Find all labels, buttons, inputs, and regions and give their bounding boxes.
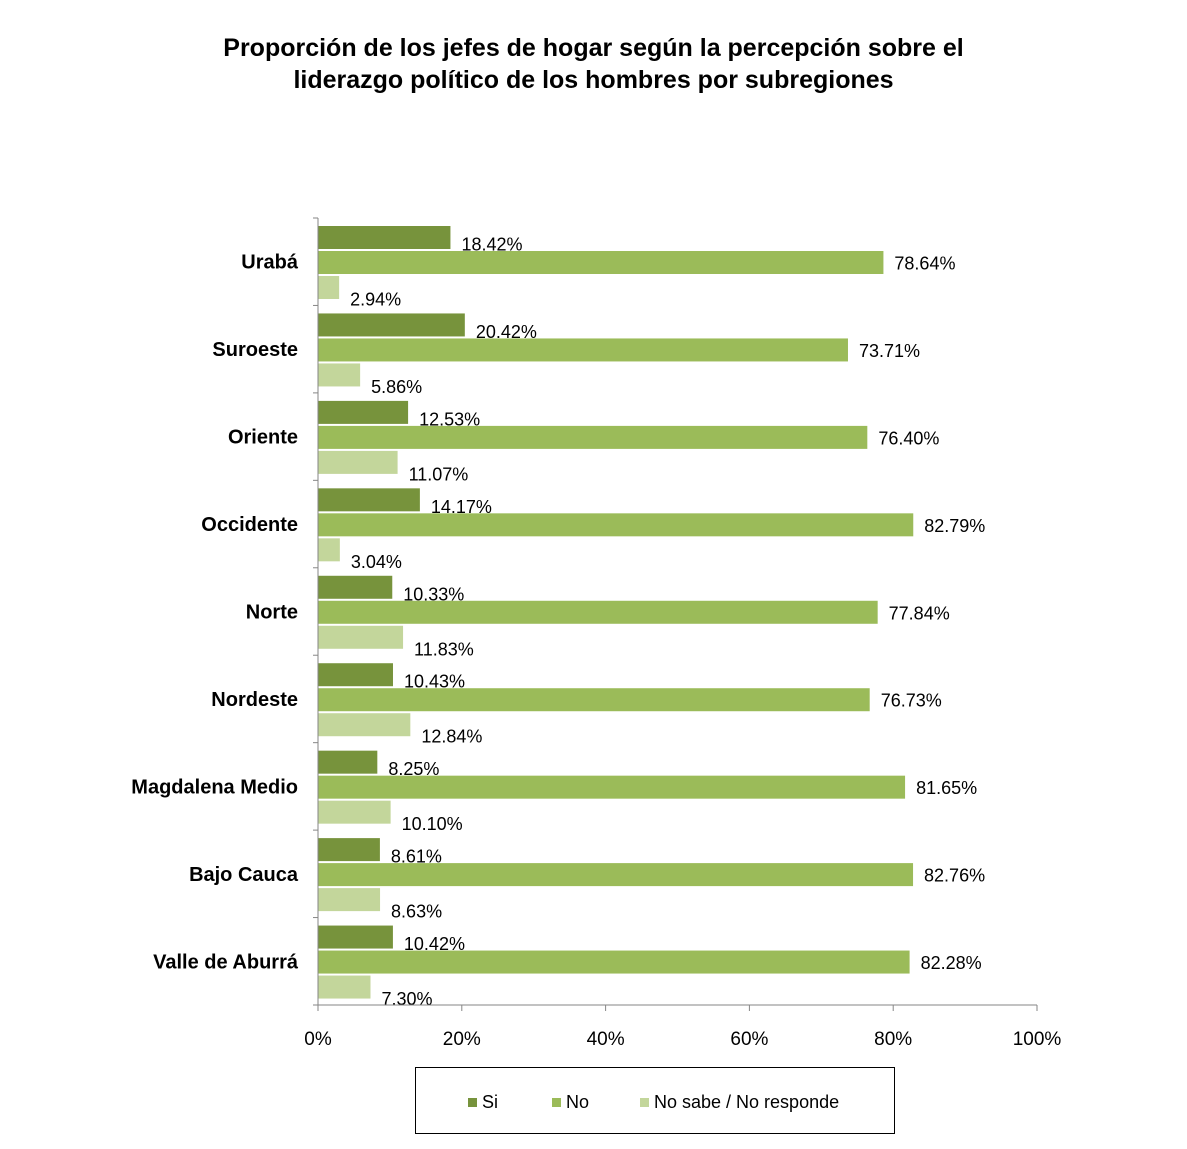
x-tick-label: 20% <box>443 1029 481 1050</box>
data-label-no-uraba: 78.64% <box>894 254 955 274</box>
data-label-si-nordeste: 10.43% <box>404 672 465 692</box>
x-tick-label: 100% <box>1013 1029 1062 1050</box>
category-labels-layer: Urabá Suroeste Oriente Occidente Norte Nordes… <box>131 252 299 974</box>
data-label-no-oriente: 76.40% <box>878 428 939 448</box>
category-label-magdalena-medio: Magdalena Medio <box>131 776 298 798</box>
bar-no-valle-de-aburra <box>318 950 910 974</box>
legend-item-si: Si <box>468 1092 498 1112</box>
data-label-no-sabe-no-responde-magdalena-medio: 10.10% <box>402 814 463 834</box>
legend: Si No No sabe / No responde <box>415 1067 895 1134</box>
data-label-no-sabe-no-responde-suroeste: 5.86% <box>371 377 422 397</box>
legend-item-no: No <box>552 1092 589 1112</box>
category-label-suroeste: Suroeste <box>212 339 298 361</box>
category-label-oriente: Oriente <box>228 427 298 449</box>
x-tick-label: 0% <box>304 1029 332 1050</box>
chart-title: Proporción de los jefes de hogar según l… <box>0 32 1187 96</box>
bar-no-norte <box>318 600 878 624</box>
bar-no-sabe-no-responde-valle-de-aburra <box>318 975 371 999</box>
data-label-si-magdalena-medio: 8.25% <box>388 759 439 779</box>
value-labels-layer: 18.42% 78.64% 2.94% 20.42% 73.71% 5.86% 12.53%… <box>350 235 985 1010</box>
bar-chart: 18.42% 78.64% 2.94% 20.42% 73.71% 5.86% 12.53%… <box>131 217 1062 1050</box>
bar-si-nordeste <box>318 663 393 687</box>
bar-si-uraba <box>318 226 451 249</box>
legend-swatch-si <box>468 1097 477 1107</box>
axes-layer: 0% 20% 40% 60% 80% 100% <box>304 217 1062 1050</box>
bar-no-magdalena-medio <box>318 775 906 799</box>
data-label-no-occidente: 82.79% <box>924 516 985 536</box>
category-label-occidente: Occidente <box>201 514 298 536</box>
data-label-no-suroeste: 73.71% <box>859 341 920 361</box>
legend-label-no-sabe: No sabe / No responde <box>654 1092 840 1112</box>
bar-si-norte <box>318 575 393 599</box>
bar-si-occidente <box>318 488 420 512</box>
bar-no-sabe-no-responde-suroeste <box>318 363 361 387</box>
legend-label-si: Si <box>482 1092 499 1112</box>
legend-swatch-no-sabe <box>640 1097 649 1107</box>
bar-no-suroeste <box>318 338 848 362</box>
data-label-no-nordeste: 76.73% <box>881 691 942 711</box>
bars-layer <box>318 226 914 999</box>
category-label-valle-de-aburra: Valle de Aburrá <box>153 951 299 973</box>
data-label-no-sabe-no-responde-norte: 11.83% <box>414 639 474 659</box>
category-label-uraba: Urabá <box>241 252 299 274</box>
bar-no-occidente <box>318 513 914 537</box>
bar-no-sabe-no-responde-magdalena-medio <box>318 800 391 824</box>
data-label-no-sabe-no-responde-valle-de-aburra: 7.30% <box>381 989 432 1009</box>
data-label-no-sabe-no-responde-uraba: 2.94% <box>350 290 401 310</box>
category-label-bajo-cauca: Bajo Cauca <box>189 864 299 886</box>
data-label-si-occidente: 14.17% <box>431 497 492 517</box>
x-tick-label: 60% <box>730 1029 768 1050</box>
data-label-no-sabe-no-responde-nordeste: 12.84% <box>421 727 482 747</box>
bar-si-oriente <box>318 400 409 424</box>
data-label-no-magdalena-medio: 81.65% <box>916 778 977 798</box>
data-label-no-valle-de-aburra: 82.28% <box>921 953 982 973</box>
data-label-si-suroeste: 20.42% <box>476 322 537 342</box>
data-label-no-norte: 77.84% <box>889 603 950 623</box>
chart-title-line-2: liderazgo político de los hombres por su… <box>293 66 894 94</box>
bar-si-magdalena-medio <box>318 750 378 774</box>
bar-no-sabe-no-responde-occidente <box>318 538 340 562</box>
bar-si-suroeste <box>318 313 465 337</box>
category-label-nordeste: Nordeste <box>211 689 298 711</box>
data-label-si-bajo-cauca: 8.61% <box>391 847 442 867</box>
bar-si-valle-de-aburra <box>318 925 393 949</box>
legend-item-no-sabe: No sabe / No responde <box>640 1092 839 1112</box>
bar-no-sabe-no-responde-nordeste <box>318 713 411 737</box>
data-label-si-uraba: 18.42% <box>461 235 522 255</box>
data-label-no-sabe-no-responde-bajo-cauca: 8.63% <box>391 902 442 922</box>
bar-no-oriente <box>318 425 868 449</box>
bar-no-nordeste <box>318 688 870 712</box>
data-label-no-bajo-cauca: 82.76% <box>924 866 985 886</box>
bar-no-uraba <box>318 251 884 274</box>
bar-si-bajo-cauca <box>318 838 380 862</box>
bar-no-sabe-no-responde-uraba <box>318 276 340 299</box>
data-label-si-norte: 10.33% <box>403 584 464 604</box>
bar-no-sabe-no-responde-bajo-cauca <box>318 888 381 912</box>
bar-no-bajo-cauca <box>318 863 914 887</box>
bar-no-sabe-no-responde-norte <box>318 625 404 649</box>
chart-title-line-1: Proporción de los jefes de hogar según l… <box>223 34 964 62</box>
legend-swatch-no <box>552 1097 561 1107</box>
x-tick-label: 40% <box>587 1029 625 1050</box>
bar-no-sabe-no-responde-oriente <box>318 450 398 474</box>
data-label-si-oriente: 12.53% <box>419 409 480 429</box>
data-label-si-valle-de-aburra: 10.42% <box>404 934 465 954</box>
x-tick-label: 80% <box>874 1029 912 1050</box>
data-label-no-sabe-no-responde-oriente: 11.07% <box>409 464 469 484</box>
data-label-no-sabe-no-responde-occidente: 3.04% <box>351 552 402 572</box>
category-label-norte: Norte <box>246 602 298 624</box>
legend-label-no: No <box>566 1092 590 1112</box>
